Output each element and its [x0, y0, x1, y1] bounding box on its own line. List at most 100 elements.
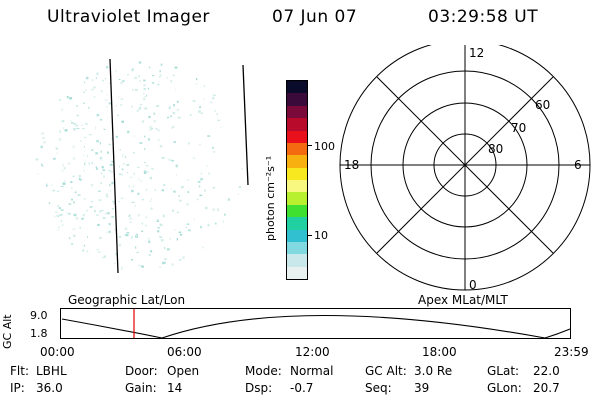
- uv-speckle: [95, 126, 97, 129]
- uv-speckle: [117, 114, 119, 116]
- hour-label-0: 0: [469, 278, 477, 292]
- uv-speckle: [176, 100, 179, 103]
- uv-speckle: [217, 119, 220, 121]
- uv-speckle: [141, 198, 145, 201]
- colorbar-tick-label-10: 10: [314, 229, 328, 242]
- uv-speckle: [181, 185, 184, 189]
- uv-speckle: [137, 178, 140, 181]
- uv-speckle: [154, 189, 156, 192]
- uv-speckle: [105, 99, 108, 101]
- uv-speckle: [224, 213, 226, 216]
- uv-speckle: [73, 157, 75, 160]
- uv-speckle: [95, 166, 98, 169]
- uv-speckle: [77, 194, 81, 196]
- uv-speckle: [216, 207, 219, 210]
- uv-speckle: [213, 94, 217, 96]
- status-dsp-label: Dsp:: [245, 381, 273, 395]
- uv-speckle: [147, 87, 149, 90]
- uv-speckle: [103, 175, 106, 178]
- uv-speckle: [62, 164, 64, 167]
- status-mode-value: Normal: [290, 364, 334, 378]
- uv-speckle: [127, 74, 129, 76]
- uv-speckle: [196, 78, 198, 81]
- colorbar-tick-label-100: 100: [314, 140, 335, 153]
- uv-speckle: [60, 120, 64, 123]
- uv-speckle: [138, 264, 141, 266]
- uv-speckle: [132, 185, 135, 188]
- uv-speckle: [238, 186, 242, 189]
- uv-speckle: [61, 108, 63, 111]
- uv-speckle: [208, 172, 210, 175]
- uv-speckle: [128, 215, 131, 217]
- uv-speckle: [95, 152, 98, 155]
- uv-speckle: [126, 130, 130, 133]
- uv-speckle: [122, 154, 124, 157]
- uv-speckle: [157, 230, 160, 233]
- uv-speckle: [63, 127, 65, 130]
- polar-grid: 12 18 6 0 60 70 80: [339, 45, 591, 292]
- uv-speckle: [106, 231, 110, 234]
- uv-speckle: [108, 230, 111, 233]
- timeline-ytick-high: 9.0: [30, 309, 48, 322]
- uv-speckle: [58, 99, 62, 101]
- uv-speckle: [96, 168, 99, 170]
- uv-speckle: [120, 197, 124, 199]
- uv-speckle: [115, 135, 118, 138]
- status-glat-label: GLat:: [487, 364, 520, 378]
- colorbar-segment: [287, 81, 307, 94]
- uv-speckle: [91, 79, 94, 81]
- uv-speckle: [149, 200, 152, 202]
- uv-speckle: [145, 216, 148, 219]
- uv-speckle: [99, 210, 101, 213]
- uv-speckle: [84, 123, 88, 125]
- uv-speckle: [138, 75, 141, 78]
- uv-speckle: [153, 120, 156, 123]
- uv-speckle: [178, 195, 181, 197]
- uv-speckle: [157, 129, 160, 132]
- uv-speckle: [148, 66, 151, 69]
- uv-speckle: [97, 251, 101, 253]
- uv-speckle: [108, 223, 111, 226]
- uv-speckle: [118, 79, 121, 80]
- uv-speckle: [126, 232, 130, 234]
- uv-speckle: [141, 230, 144, 232]
- altitude-timeline: [60, 308, 571, 339]
- uv-speckle: [86, 250, 88, 252]
- colorbar-segment: [287, 155, 307, 168]
- uv-speckle: [148, 254, 151, 256]
- uv-speckle: [102, 79, 104, 82]
- uv-speckle: [83, 198, 87, 200]
- uv-speckle: [72, 228, 76, 230]
- uv-speckle: [60, 186, 64, 187]
- uv-speckle: [73, 213, 77, 217]
- status-filter-label: Flt:: [10, 364, 29, 378]
- timeline-xtick-1200: 12:00: [295, 345, 330, 359]
- uv-speckle: [175, 174, 177, 176]
- uv-speckle: [173, 190, 176, 193]
- uv-speckle: [192, 157, 196, 159]
- uv-speckle: [124, 156, 127, 158]
- uv-speckle: [91, 201, 93, 203]
- uv-speckle: [112, 208, 114, 210]
- uv-speckle: [144, 135, 146, 138]
- uv-speckle: [186, 223, 190, 225]
- uv-speckle: [148, 129, 152, 131]
- uv-speckle: [179, 199, 182, 202]
- uv-speckle: [214, 110, 216, 112]
- uv-speckle: [60, 209, 64, 211]
- uv-speckle: [91, 162, 94, 164]
- uv-speckle: [96, 113, 100, 117]
- uv-speckle: [52, 189, 55, 192]
- status-seq-label: Seq:: [365, 381, 392, 395]
- uv-speckle: [206, 165, 208, 167]
- uv-speckle: [200, 177, 203, 181]
- uv-speckle: [132, 89, 134, 91]
- uv-speckle: [166, 248, 170, 251]
- uv-speckle: [74, 191, 77, 194]
- timeline-xtick-2359: 23:59: [554, 345, 589, 359]
- uv-speckle: [118, 245, 121, 247]
- uv-speckle: [86, 210, 88, 212]
- uv-speckle: [78, 175, 82, 177]
- uv-speckle: [101, 210, 104, 212]
- lat-label-70: 70: [511, 121, 526, 135]
